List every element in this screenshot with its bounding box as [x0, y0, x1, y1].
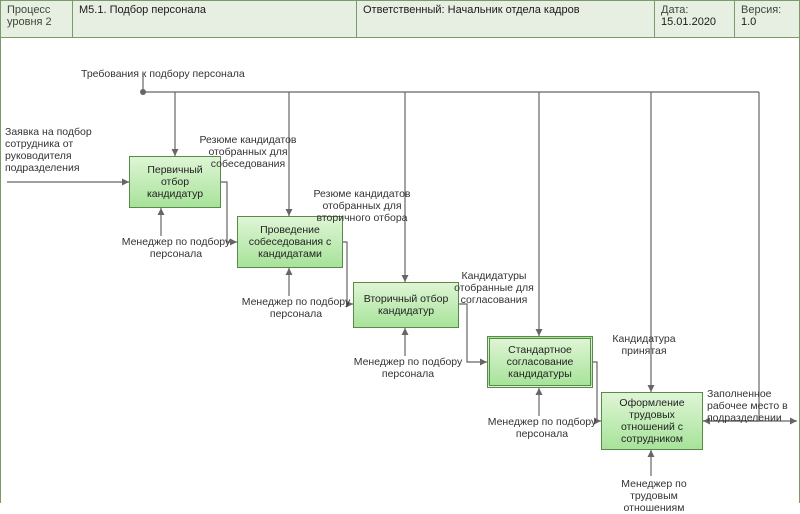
process-node-label: Стандартное согласование кандидатуры [493, 344, 587, 380]
flow-output-label-n4: Кандидатура принятая [589, 333, 699, 357]
hdr-col4-label: Дата: [661, 4, 688, 16]
hdr-date: Дата: 15.01.2020 [655, 1, 735, 37]
process-node-label: Оформление трудовых отношений с сотрудни… [605, 397, 699, 445]
role-label-n3: Менеджер по подбору персонала [353, 356, 463, 380]
output-label: Заполненное рабочее место в подразделени… [707, 388, 797, 424]
hdr-col1-label: Процесс уровня 2 [7, 4, 52, 28]
process-node-n4: Стандартное согласование кандидатуры [487, 336, 593, 388]
role-label-n4: Менеджер по подбору персонала [487, 416, 597, 440]
hdr-col2-value: М5.1. Подбор персонала [79, 4, 206, 16]
hdr-col5-value: 1.0 [741, 16, 756, 28]
role-label-n1: Менеджер по подбору персонала [121, 236, 231, 260]
diagram-frame: Процесс уровня 2 М5.1. Подбор персонала … [0, 0, 800, 503]
header-row: Процесс уровня 2 М5.1. Подбор персонала … [1, 1, 799, 38]
hdr-process-name: М5.1. Подбор персонала [73, 1, 357, 37]
hdr-col5-label: Версия: [741, 4, 781, 16]
role-label-n5: Менеджер по трудовым отношениям [599, 478, 709, 514]
top-requirements-label: Требования к подбору персонала [81, 68, 261, 80]
process-node-label: Проведение собеседования с кандидатами [241, 224, 339, 260]
input-label: Заявка на подбор сотрудника от руководит… [5, 126, 105, 174]
hdr-col3-value: Ответственный: Начальник отдела кадров [363, 4, 580, 16]
hdr-responsible: Ответственный: Начальник отдела кадров [357, 1, 655, 37]
hdr-version: Версия: 1.0 [735, 1, 797, 37]
flow-output-label-n1: Резюме кандидатов отобранных для собесед… [193, 134, 303, 170]
hdr-col4-value: 15.01.2020 [661, 16, 716, 28]
diagram-stage: Требования к подбору персонала Заявка на… [1, 38, 799, 503]
hdr-process-level: Процесс уровня 2 [1, 1, 73, 37]
process-node-n5: Оформление трудовых отношений с сотрудни… [601, 392, 703, 450]
flow-output-label-n3: Кандидатуры отобранные для согласования [439, 270, 549, 306]
flow-output-label-n2: Резюме кандидатов отобранных для вторичн… [307, 188, 417, 224]
role-label-n2: Менеджер по подбору персонала [241, 296, 351, 320]
